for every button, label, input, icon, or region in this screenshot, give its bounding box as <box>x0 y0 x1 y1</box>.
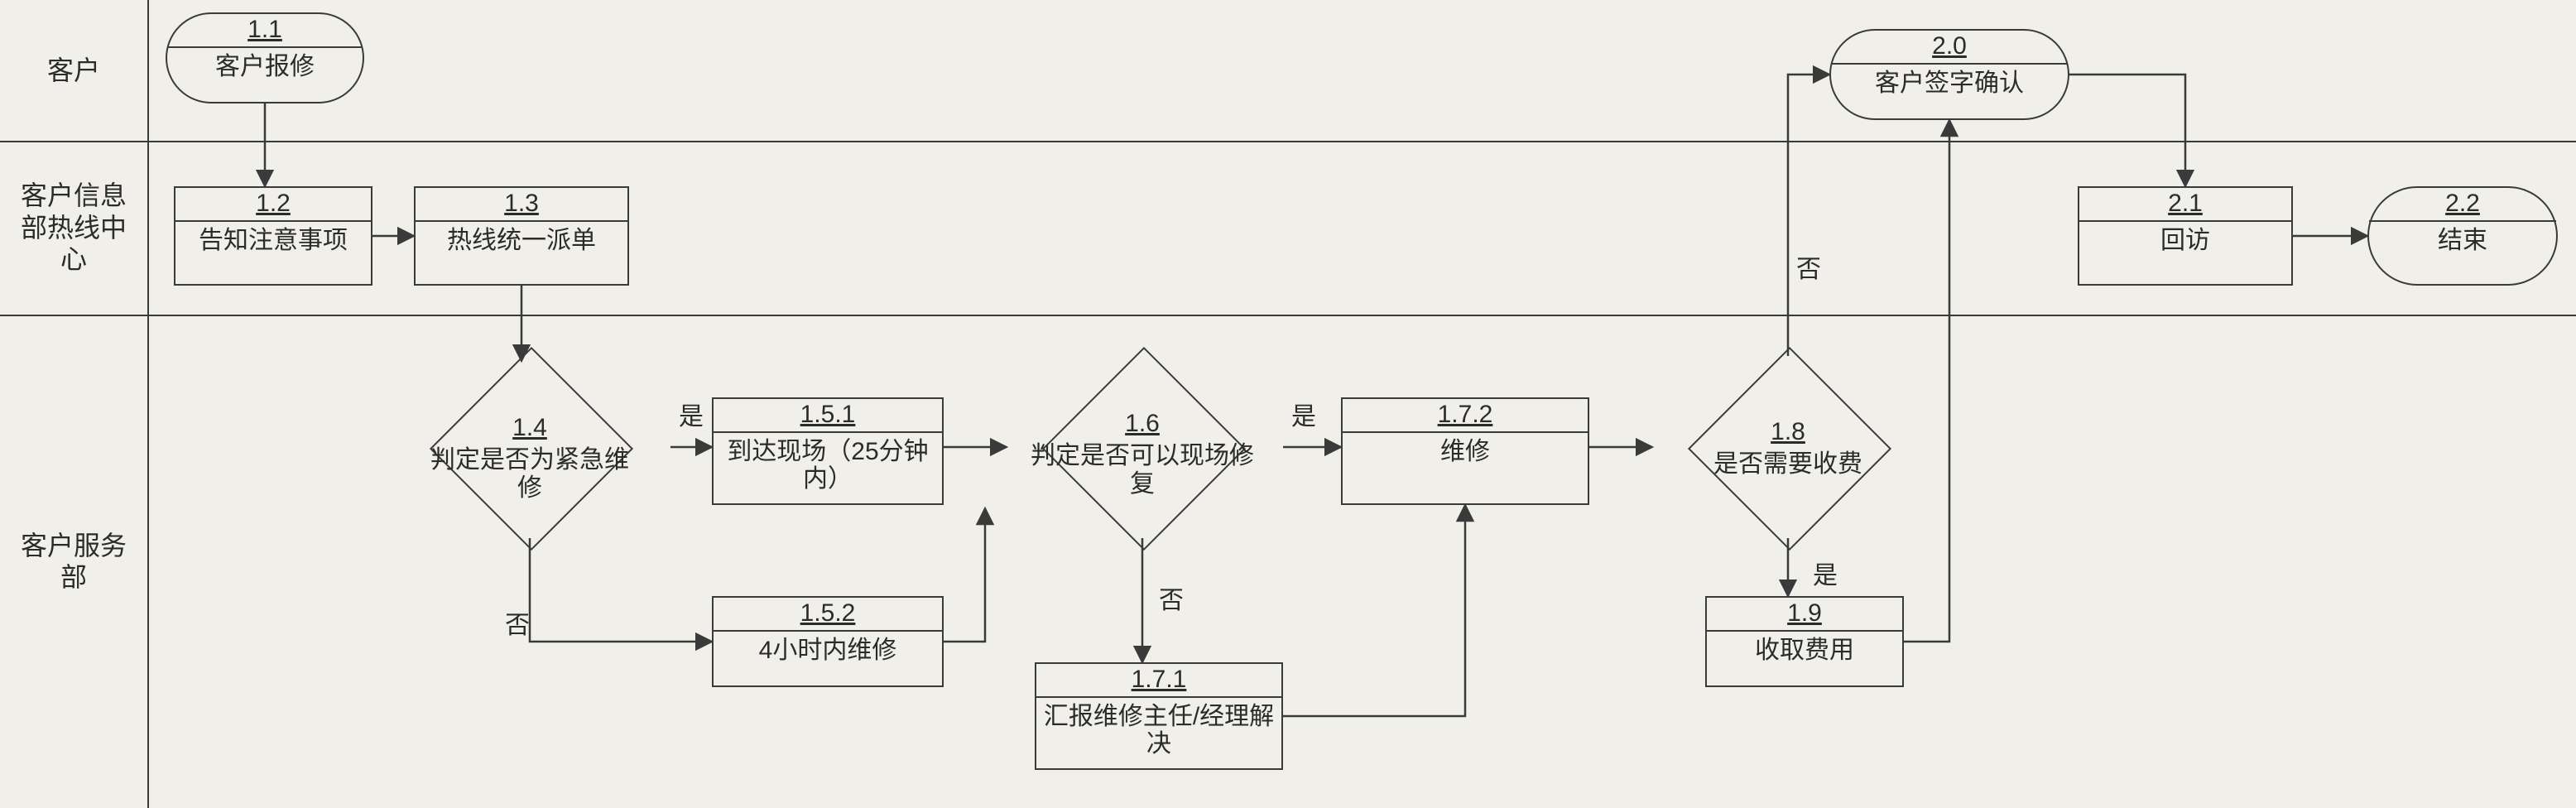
node-1-2-inform-notes: 1.2 告知注意事项 <box>174 186 372 286</box>
node-number: 2.2 <box>2369 188 2556 222</box>
node-text: 告知注意事项 <box>175 222 371 259</box>
edge-label-yes: 是 <box>1813 555 1838 591</box>
flowchart-canvas: 客户 客户信息部热线中心 客户服务部 1.1 客户报修 1.2 告知注意事项 1… <box>0 0 2576 808</box>
node-text: 回访 <box>2079 222 2291 259</box>
node-1-9-collect-fee: 1.9 收取费用 <box>1705 596 1904 687</box>
node-number: 2.0 <box>1831 31 2068 65</box>
node-number: 1.6 <box>1026 410 1258 439</box>
lane-label-service: 客户服务部 <box>0 315 149 808</box>
node-1-6-onsite-decision: 1.6 判定是否可以现场修复 <box>1002 356 1283 538</box>
node-1-7-1-report-manager: 1.7.1 汇报维修主任/经理解决 <box>1035 662 1283 770</box>
lane-separator <box>0 141 2576 142</box>
edge-label-no: 否 <box>505 604 530 641</box>
node-number: 1.9 <box>1707 598 1902 632</box>
node-1-5-1-arrive: 1.5.1 到达现场（25分钟内） <box>712 397 944 505</box>
node-number: 1.3 <box>416 188 627 222</box>
node-1-7-2-repair: 1.7.2 维修 <box>1341 397 1589 505</box>
node-1-5-2-four-hour: 1.5.2 4小时内维修 <box>712 596 944 687</box>
node-1-1-customer-report: 1.1 客户报修 <box>166 12 364 103</box>
node-text: 维修 <box>1343 433 1588 470</box>
node-number: 1.5.2 <box>714 598 942 632</box>
node-number: 1.7.1 <box>1036 664 1281 698</box>
node-text: 判定是否可以现场修复 <box>1031 442 1254 498</box>
edge-label-yes: 是 <box>679 396 704 432</box>
lane-label-hotline: 客户信息部热线中心 <box>0 141 149 315</box>
node-number: 1.1 <box>167 14 363 48</box>
node-text: 客户签字确认 <box>1831 65 2068 102</box>
node-text: 客户报修 <box>167 48 363 85</box>
node-text: 汇报维修主任/经理解决 <box>1036 698 1281 762</box>
node-1-4-urgent-decision: 1.4 判定是否为紧急维修 <box>389 356 670 538</box>
node-number: 2.1 <box>2079 188 2291 222</box>
lane-separator <box>0 315 2576 316</box>
node-text: 到达现场（25分钟内） <box>714 433 942 498</box>
node-text: 是否需要收费 <box>1713 450 1862 478</box>
lane-label-text: 客户服务部 <box>8 530 139 594</box>
node-number: 1.5.1 <box>714 399 942 433</box>
lane-label-text: 客户信息部热线中心 <box>8 180 139 275</box>
node-2-2-end: 2.2 结束 <box>2367 186 2558 286</box>
node-number: 1.4 <box>422 414 637 443</box>
lane-label-customer: 客户 <box>0 0 149 141</box>
node-text: 热线统一派单 <box>416 222 627 259</box>
node-text: 收取费用 <box>1707 632 1902 669</box>
node-2-0-sign-confirm: 2.0 客户签字确认 <box>1829 29 2069 120</box>
node-text: 结束 <box>2369 222 2556 259</box>
lane-label-text: 客户 <box>47 55 100 86</box>
edge-label-no: 否 <box>1796 248 1821 285</box>
node-1-8-fee-decision: 1.8 是否需要收费 <box>1647 356 1929 538</box>
edge-label-no: 否 <box>1159 580 1184 616</box>
edge-label-yes: 是 <box>1291 396 1316 432</box>
node-text: 4小时内维修 <box>714 632 942 669</box>
node-1-3-dispatch: 1.3 热线统一派单 <box>414 186 629 286</box>
node-number: 1.8 <box>1697 418 1879 447</box>
arrows-layer <box>0 0 2576 808</box>
node-number: 1.7.2 <box>1343 399 1588 433</box>
node-2-1-revisit: 2.1 回访 <box>2078 186 2293 286</box>
node-text: 判定是否为紧急维修 <box>430 446 629 503</box>
node-number: 1.2 <box>175 188 371 222</box>
